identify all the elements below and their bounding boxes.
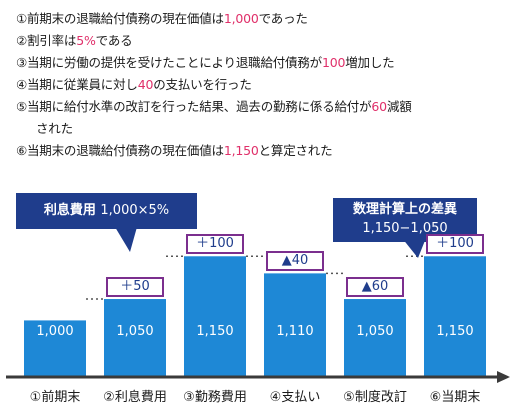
condition-3-text: ③当期に労働の提供を受けたことにより退職給付債務が	[16, 55, 322, 70]
condition-5-text: ⑤当期に給付水準の改訂を行った結果、過去の勤務に係る給付が	[16, 99, 372, 114]
bar-payment	[264, 273, 326, 376]
change-label-interest: ＋50	[106, 277, 164, 298]
bar-end	[424, 256, 486, 376]
condition-6-value: 1,150	[223, 143, 259, 158]
bars	[24, 256, 486, 376]
bar-value-payment: 1,110	[276, 324, 314, 339]
condition-6-tail: と算定された	[258, 143, 333, 158]
actuarial-callout-pointer	[402, 238, 426, 258]
category-service: ③勤務費用	[183, 390, 247, 405]
condition-4-tail: の支払いを行った	[153, 77, 252, 92]
change-label-revision: ▲60	[346, 277, 404, 298]
condition-1: ①前期末の退職給付債務の現在価値は1,000であった	[16, 8, 512, 30]
actuarial-callout-value: 1,150−1,050	[362, 221, 448, 236]
bar-value-revision: 1,050	[356, 324, 394, 339]
actuarial-callout: 数理計算上の差異 1,150−1,050	[333, 198, 477, 242]
condition-2-text: ②割引率は	[16, 33, 77, 48]
condition-2-tail: である	[95, 33, 133, 48]
bar-value-interest: 1,050	[116, 324, 154, 339]
axis-arrowhead	[497, 371, 510, 383]
interest-callout-label: 利息費用	[43, 203, 96, 218]
category-payment: ④支払い	[269, 390, 321, 405]
condition-1-value: 1,000	[223, 11, 259, 26]
condition-2-value: 5%	[76, 33, 96, 48]
condition-5-tail: 減額	[386, 99, 412, 114]
change-label-payment: ▲40	[266, 251, 324, 272]
bar-value-end: 1,150	[436, 324, 474, 339]
bar-revision	[344, 299, 406, 376]
condition-5: ⑤当期に給付水準の改訂を行った結果、過去の勤務に係る給付が60減額	[16, 96, 512, 118]
interest-callout: 利息費用 1,000×5%	[16, 193, 197, 229]
condition-5-value: 60	[371, 99, 387, 114]
change-label-end: ＋100	[426, 234, 484, 255]
connector-lines	[86, 255, 424, 300]
bar-service	[184, 256, 246, 376]
condition-3-tail: 増加した	[345, 55, 395, 70]
category-end: ⑥当期末	[429, 390, 481, 405]
condition-1-tail: であった	[258, 11, 308, 26]
condition-3: ③当期に労働の提供を受けたことにより退職給付債務が100増加した	[16, 52, 512, 74]
condition-1-text: ①前期末の退職給付債務の現在価値は	[16, 11, 224, 26]
interest-callout-pointer	[115, 227, 137, 252]
bar-value-start: 1,000	[36, 324, 74, 339]
condition-4-value: 40	[137, 77, 154, 92]
bar-start	[24, 320, 86, 376]
interest-callout-value: 1,000×5%	[100, 203, 170, 218]
condition-6-text: ⑥当期末の退職給付債務の現在価値は	[16, 143, 224, 158]
conditions-list: ①前期末の退職給付債務の現在価値は1,000であった ②割引率は5%である ③当…	[16, 8, 512, 162]
actuarial-callout-label: 数理計算上の差異	[352, 202, 457, 217]
condition-5-continuation: された	[16, 118, 512, 140]
condition-4-text: ④当期に従業員に対し	[16, 77, 138, 92]
category-interest: ②利息費用	[103, 390, 167, 405]
condition-4: ④当期に従業員に対し40の支払いを行った	[16, 74, 512, 96]
condition-6: ⑥当期末の退職給付債務の現在価値は1,150と算定された	[16, 140, 512, 162]
bar-interest	[104, 299, 166, 376]
condition-2: ②割引率は5%である	[16, 30, 512, 52]
bar-value-service: 1,150	[196, 324, 234, 339]
category-start: ①前期末	[29, 390, 81, 405]
condition-3-value: 100	[321, 55, 346, 70]
category-revision: ⑤制度改訂	[343, 390, 407, 405]
change-label-service: ＋100	[186, 234, 244, 255]
condition-5-cont-text: された	[36, 121, 73, 136]
